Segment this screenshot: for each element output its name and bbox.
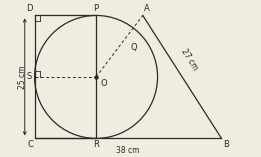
Text: D: D [27,4,33,13]
Text: 25 cm: 25 cm [18,65,27,89]
Text: R: R [93,140,99,149]
Text: P: P [93,4,99,13]
Text: Q: Q [130,43,137,52]
Text: S: S [27,72,32,81]
Text: C: C [27,140,33,149]
Text: 27 cm: 27 cm [179,47,200,72]
Text: O: O [100,79,107,88]
Text: A: A [144,4,150,13]
Text: B: B [223,140,229,149]
Text: 38 cm: 38 cm [116,146,140,155]
